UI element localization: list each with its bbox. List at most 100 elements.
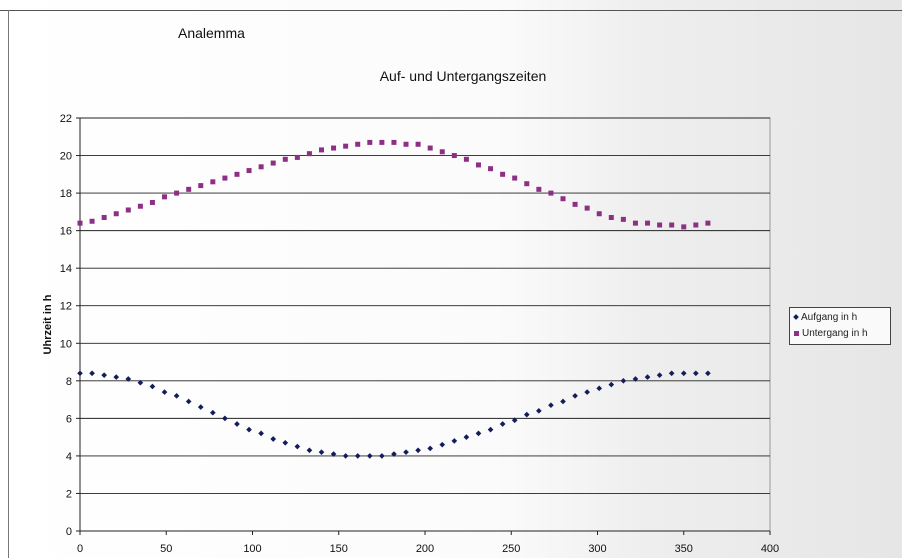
legend-label-untergang: Untergang in h: [802, 328, 868, 339]
data-point-untergang: [439, 149, 445, 155]
data-point-aufgang: [77, 370, 83, 377]
x-tick-label: 350: [675, 543, 693, 555]
data-point-aufgang: [185, 398, 192, 405]
data-point-untergang: [306, 151, 312, 157]
y-tick-label: 12: [60, 301, 72, 313]
x-tick-label: 50: [160, 543, 172, 555]
data-point-aufgang: [89, 370, 95, 377]
data-point-untergang: [113, 211, 119, 217]
legend-label-aufgang: Aufgang in h: [801, 312, 858, 323]
data-point-aufgang: [246, 426, 252, 433]
data-point-untergang: [246, 168, 252, 174]
data-point-untergang: [524, 181, 530, 187]
data-point-untergang: [681, 224, 687, 230]
data-point-aufgang: [101, 372, 107, 379]
data-point-aufgang: [222, 415, 228, 422]
data-point-untergang: [500, 171, 506, 177]
data-point-untergang: [222, 175, 228, 181]
data-point-aufgang: [608, 381, 615, 388]
data-point-untergang: [415, 141, 421, 147]
x-tick-label: 250: [502, 543, 520, 555]
y-tick-label: 6: [66, 413, 72, 425]
data-point-untergang: [89, 218, 95, 224]
data-point-untergang: [101, 214, 107, 220]
y-tick-label: 2: [66, 488, 72, 500]
legend-item-untergang: Untergang in h: [790, 326, 890, 342]
diamond-marker-icon: [793, 314, 799, 321]
data-point-aufgang: [523, 411, 530, 418]
x-tick-label: 300: [588, 543, 606, 555]
data-point-aufgang: [487, 426, 494, 433]
data-point-aufgang: [366, 453, 373, 459]
data-point-untergang: [657, 222, 663, 228]
sheet-title: Analemma: [178, 25, 245, 41]
data-point-aufgang: [475, 430, 482, 437]
data-point-untergang: [294, 154, 300, 160]
data-point-aufgang: [656, 372, 663, 379]
data-point-aufgang: [197, 404, 204, 410]
data-point-untergang: [137, 203, 143, 209]
y-tick-label: 14: [60, 263, 72, 275]
data-point-untergang: [488, 166, 494, 172]
data-point-aufgang: [209, 409, 216, 416]
data-point-untergang: [705, 220, 711, 226]
data-point-untergang: [463, 156, 469, 162]
data-point-aufgang: [439, 441, 446, 448]
data-point-aufgang: [415, 447, 421, 454]
data-point-aufgang: [705, 370, 711, 377]
data-point-aufgang: [113, 374, 120, 380]
data-point-aufgang: [282, 439, 289, 446]
data-point-aufgang: [584, 389, 590, 395]
x-tick-label: 150: [330, 543, 348, 555]
data-point-aufgang: [161, 389, 168, 395]
data-point-aufgang: [499, 421, 506, 427]
data-point-aufgang: [644, 374, 651, 380]
data-point-untergang: [669, 222, 675, 228]
legend-item-aufgang: Aufgang in h: [790, 310, 890, 326]
x-tick-label: 0: [77, 543, 83, 555]
x-tick-label: 100: [243, 543, 261, 555]
data-point-untergang: [343, 143, 349, 149]
data-point-aufgang: [379, 453, 385, 459]
data-point-aufgang: [306, 447, 313, 454]
sheet-left-border: [8, 10, 9, 558]
data-point-aufgang: [137, 379, 144, 386]
data-point-aufgang: [125, 376, 132, 382]
y-tick-label: 22: [60, 113, 72, 125]
y-tick-label: 20: [60, 151, 72, 163]
data-point-aufgang: [548, 402, 554, 409]
data-point-untergang: [282, 156, 288, 162]
data-point-untergang: [403, 141, 409, 147]
data-point-untergang: [451, 153, 457, 159]
data-point-aufgang: [258, 430, 264, 437]
data-point-aufgang: [680, 370, 687, 377]
data-point-aufgang: [342, 453, 349, 459]
data-point-untergang: [367, 139, 373, 145]
data-point-aufgang: [354, 453, 361, 459]
y-tick-label: 10: [60, 338, 72, 350]
data-point-untergang: [319, 147, 324, 153]
data-point-aufgang: [427, 445, 434, 452]
data-point-aufgang: [270, 436, 277, 442]
data-point-untergang: [608, 214, 614, 220]
data-point-aufgang: [560, 398, 566, 405]
data-point-untergang: [572, 201, 578, 207]
data-point-aufgang: [173, 393, 180, 399]
data-point-untergang: [427, 145, 433, 151]
data-point-aufgang: [318, 449, 325, 455]
data-point-aufgang: [234, 421, 240, 427]
data-point-aufgang: [451, 438, 458, 444]
data-point-aufgang: [668, 370, 675, 377]
data-point-untergang: [379, 139, 385, 145]
plot-area: [79, 117, 771, 532]
data-point-untergang: [149, 199, 155, 205]
data-point-untergang: [512, 175, 518, 181]
data-point-aufgang: [620, 377, 627, 384]
square-marker-icon: [794, 330, 799, 336]
data-point-untergang: [234, 171, 240, 177]
data-point-untergang: [391, 139, 397, 145]
data-point-untergang: [536, 186, 542, 192]
data-point-untergang: [355, 141, 361, 147]
data-point-untergang: [645, 220, 651, 226]
